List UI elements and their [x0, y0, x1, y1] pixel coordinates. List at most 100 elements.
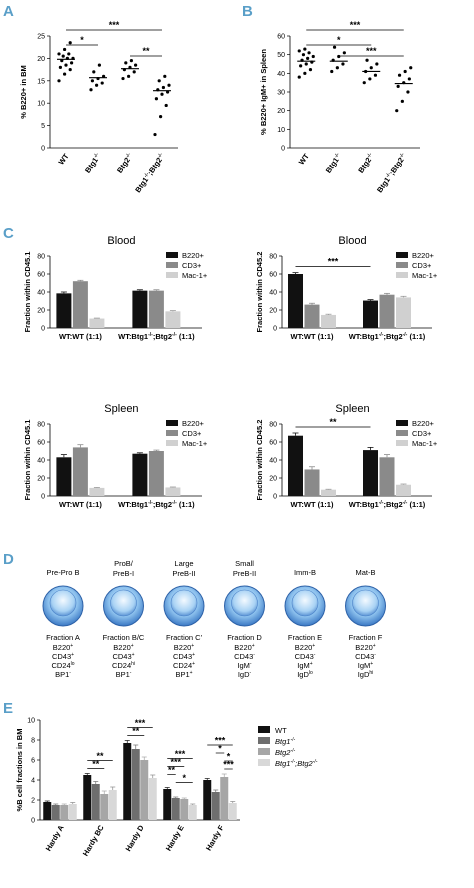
- panel-e-bar-chart: 0 2 4 6 8 10%B cell fractions in BM Hardy A Har…: [15, 718, 318, 858]
- significance-label: **: [329, 417, 337, 427]
- y-tick-label: 60: [269, 440, 277, 447]
- bar: [220, 777, 229, 820]
- data-point: [369, 66, 373, 70]
- surface-marker: B220+: [355, 643, 376, 652]
- y-tick-label: 0: [31, 818, 35, 825]
- bar-mac-1-pos: [321, 489, 336, 496]
- y-tick-label: 20: [277, 108, 285, 115]
- legend-swatch: [166, 430, 178, 436]
- y-tick-label: 20: [37, 308, 45, 315]
- x-category-label: Btg2-/-: [115, 152, 135, 175]
- panel-letter-a: A: [3, 3, 14, 20]
- panel-letter-b: B: [242, 3, 253, 20]
- stage-name: Mat-B: [355, 568, 375, 577]
- y-tick-label: 0: [41, 326, 45, 333]
- bar-b220-pos: [56, 457, 72, 496]
- bar-mac-1-pos: [321, 314, 336, 328]
- y-tick-label: 10: [27, 718, 35, 725]
- bar: [203, 780, 212, 820]
- x-category-label: WT:Btg1-/-;Btg2-/- (1:1): [118, 500, 195, 509]
- legend-swatch: [396, 420, 408, 426]
- data-point: [154, 97, 158, 101]
- significance-label: *: [182, 773, 186, 783]
- nucleus-icon: [49, 589, 77, 617]
- y-tick-label: 80: [37, 254, 45, 261]
- y-tick-label: 6: [31, 758, 35, 765]
- surface-marker: CD43+: [173, 652, 195, 661]
- bar-b220-pos: [288, 435, 303, 496]
- data-point: [157, 79, 161, 83]
- significance-label: **: [92, 759, 100, 769]
- y-tick-label: 40: [37, 290, 45, 297]
- surface-marker: CD24lo: [51, 661, 74, 670]
- bar-b220-pos: [363, 450, 378, 496]
- y-tick-label: 0: [273, 326, 277, 333]
- data-point: [342, 51, 346, 55]
- panel-letter-e: E: [3, 700, 13, 717]
- legend-swatch: [166, 252, 178, 258]
- significance-label: **: [142, 46, 150, 56]
- data-point: [330, 69, 334, 74]
- x-category-label: Hardy F: [204, 823, 226, 852]
- bar: [180, 799, 189, 820]
- y-tick-label: 0: [281, 146, 285, 153]
- surface-marker: IgDlo: [297, 670, 313, 679]
- y-tick-label: 0: [41, 494, 45, 501]
- significance-label: ***: [170, 757, 181, 767]
- chart-title: Spleen: [335, 403, 369, 415]
- surface-marker: CD24+: [173, 661, 195, 670]
- x-category-label: WT:Btg1-/-;Btg2-/- (1:1): [349, 500, 426, 509]
- data-point: [304, 62, 308, 66]
- legend-swatch: [396, 252, 408, 258]
- data-point: [127, 74, 131, 78]
- legend-label: B220+: [412, 251, 435, 260]
- bar-cd3-pos: [379, 457, 395, 496]
- x-category-label: WT:Btg1-/-;Btg2-/- (1:1): [349, 332, 426, 341]
- bar: [163, 789, 172, 820]
- bar: [228, 803, 237, 820]
- significance-label: ***: [366, 46, 377, 56]
- data-point: [121, 76, 125, 81]
- x-category-label: WT:WT (1:1): [291, 332, 334, 341]
- y-tick-label: 80: [269, 422, 277, 429]
- x-category-label: WT:Btg1-/-;Btg2-/- (1:1): [118, 332, 195, 341]
- y-tick-label: 40: [277, 71, 285, 78]
- bar-cd3-pos: [379, 294, 395, 328]
- bar-cd3-pos: [72, 447, 88, 496]
- fraction-label: Fraction A: [46, 633, 80, 642]
- bar: [148, 778, 157, 820]
- data-point: [365, 58, 369, 62]
- bar-mac-1-pos: [89, 487, 105, 496]
- surface-marker: IgM+: [358, 661, 374, 670]
- x-category-label: Btg2-/-: [356, 152, 376, 175]
- significance-label: ***: [109, 20, 120, 30]
- data-point: [409, 66, 413, 70]
- bar: [140, 760, 149, 820]
- stage-name: PreB-II: [172, 569, 195, 578]
- x-category-label: WT:WT (1:1): [59, 500, 102, 509]
- data-point: [132, 70, 136, 74]
- surface-marker: CD43-: [234, 652, 255, 661]
- data-point: [129, 59, 133, 63]
- bar-b220-pos: [132, 453, 148, 496]
- bar-mac-1-pos: [165, 487, 181, 496]
- y-tick-label: 20: [269, 476, 277, 483]
- fraction-label: Fraction E: [288, 633, 322, 642]
- y-tick-label: 0: [273, 494, 277, 501]
- significance-label: ***: [215, 736, 226, 746]
- y-tick-label: 25: [37, 34, 45, 41]
- data-point: [63, 72, 67, 76]
- y-axis-label: % B220+ in BM: [19, 65, 28, 119]
- surface-marker: CD43+: [52, 652, 74, 661]
- surface-marker: B220+: [113, 643, 134, 652]
- y-tick-label: 20: [269, 308, 277, 315]
- bar: [123, 743, 132, 820]
- y-tick-label: 80: [37, 422, 45, 429]
- surface-marker: IgDhi: [358, 670, 374, 679]
- x-category-label: Btg1-/-: [324, 152, 344, 175]
- legend-label: Mac-1+: [182, 439, 208, 448]
- significance-label: *: [227, 752, 231, 762]
- bar-cd3-pos: [304, 469, 320, 496]
- bar: [91, 784, 100, 820]
- stage-name: Large: [174, 559, 193, 568]
